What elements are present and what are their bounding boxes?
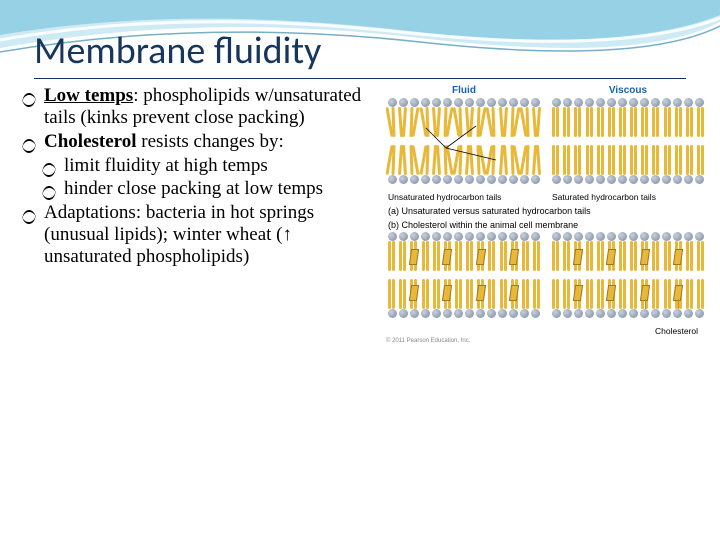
panel-cholesterol-right: Cholesterol: [550, 232, 706, 336]
bullet-text: Adaptations: bacteria in hot springs (un…: [44, 202, 314, 267]
panel-viscous: Viscous Saturated hydrocarbon tails: [550, 85, 706, 202]
bilayer-diagram: [550, 232, 706, 324]
figure-row-b: Cholesterol: [386, 232, 710, 336]
bullet-emphasis: Cholesterol: [44, 131, 137, 152]
sub-bullet-item: limit fluidity at high temps: [20, 155, 380, 177]
figure-row-a: Fluid Unsaturated hydrocarbon tails Visc…: [386, 85, 710, 202]
cholesterol-label: Cholesterol: [550, 326, 706, 336]
copyright-text: © 2011 Pearson Education, Inc.: [386, 338, 710, 344]
panel-caption: Unsaturated hydrocarbon tails: [386, 192, 542, 202]
bullet-item: Low temps: phospholipids w/unsaturated t…: [20, 85, 380, 129]
panel-label: Fluid: [386, 85, 542, 96]
bilayer-diagram: [550, 98, 706, 190]
panel-fluid: Fluid Unsaturated hydrocarbon tails: [386, 85, 542, 202]
figure-caption-a: (a) Unsaturated versus saturated hydroca…: [388, 206, 710, 216]
sub-bullet-item: hinder close packing at low temps: [20, 178, 380, 200]
bullet-item: Adaptations: bacteria in hot springs (un…: [20, 202, 380, 268]
bullet-item: Cholesterol resists changes by:: [20, 131, 380, 153]
bullet-emphasis: Low temps: [44, 85, 133, 106]
panel-label: Viscous: [550, 85, 706, 96]
figure-caption-b: (b) Cholesterol within the animal cell m…: [388, 220, 710, 230]
panel-caption: Saturated hydrocarbon tails: [550, 192, 706, 202]
bilayer-diagram: [386, 98, 542, 190]
slide-title: Membrane fluidity: [0, 0, 720, 74]
figure-area: Fluid Unsaturated hydrocarbon tails Visc…: [380, 85, 710, 344]
bilayer-diagram: [386, 232, 542, 324]
bullet-text: hinder close packing at low temps: [64, 178, 323, 199]
bullet-text: limit fluidity at high temps: [64, 155, 268, 176]
panel-cholesterol-left: [386, 232, 542, 336]
content-area: Low temps: phospholipids w/unsaturated t…: [0, 79, 720, 344]
bullet-list: Low temps: phospholipids w/unsaturated t…: [20, 85, 380, 344]
bullet-text: resists changes by:: [137, 131, 284, 152]
